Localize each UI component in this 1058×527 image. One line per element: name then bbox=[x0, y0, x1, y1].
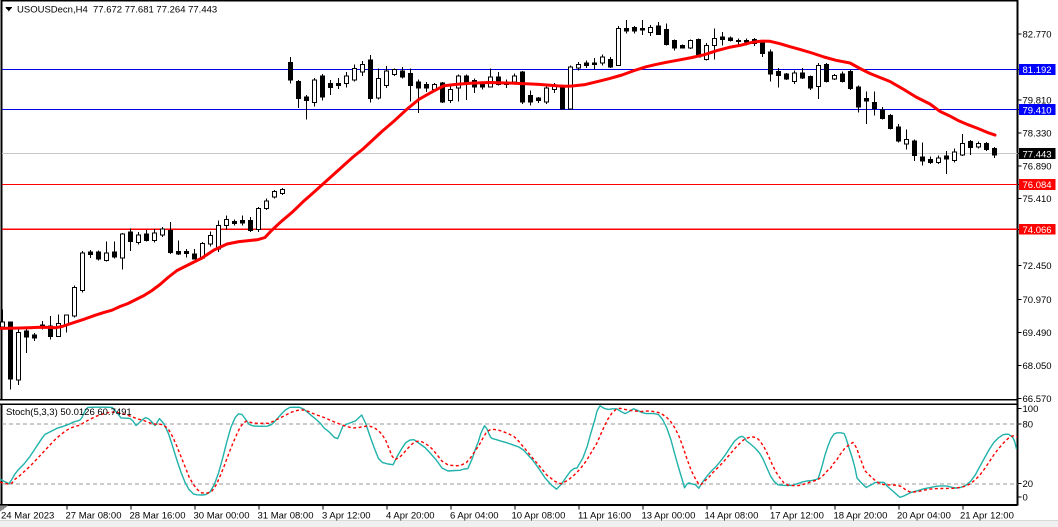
svg-text:72.450: 72.450 bbox=[1023, 261, 1052, 272]
svg-text:31 Mar 08:00: 31 Mar 08:00 bbox=[258, 511, 314, 522]
svg-text:79.410: 79.410 bbox=[1023, 105, 1052, 116]
svg-text:75.410: 75.410 bbox=[1023, 194, 1052, 205]
svg-text:100: 100 bbox=[1023, 404, 1039, 415]
svg-text:Stoch(5,3,3) 50.0126 60.7491: Stoch(5,3,3) 50.0126 60.7491 bbox=[6, 407, 132, 418]
svg-text:27 Mar 08:00: 27 Mar 08:00 bbox=[66, 511, 122, 522]
svg-text:70.970: 70.970 bbox=[1023, 295, 1052, 306]
svg-text:20 Apr 04:00: 20 Apr 04:00 bbox=[897, 511, 951, 522]
svg-text:80: 80 bbox=[1023, 420, 1034, 431]
svg-text:14 Apr 08:00: 14 Apr 08:00 bbox=[705, 511, 759, 522]
svg-text:66.570: 66.570 bbox=[1023, 394, 1052, 405]
svg-text:81.192: 81.192 bbox=[1023, 65, 1052, 76]
svg-text:28 Mar 16:00: 28 Mar 16:00 bbox=[130, 511, 186, 522]
svg-text:13 Apr 00:00: 13 Apr 00:00 bbox=[642, 511, 696, 522]
svg-text:USOUSDecn,H4 77.672 77.681 77: USOUSDecn,H4 77.672 77.681 77.264 77.443 bbox=[17, 4, 217, 15]
svg-text:74.066: 74.066 bbox=[1023, 225, 1052, 236]
svg-text:69.490: 69.490 bbox=[1023, 328, 1052, 339]
svg-text:11 Apr 16:00: 11 Apr 16:00 bbox=[578, 511, 631, 522]
svg-text:82.770: 82.770 bbox=[1023, 30, 1052, 41]
svg-text:68.050: 68.050 bbox=[1023, 361, 1052, 372]
svg-text:4 Apr 20:00: 4 Apr 20:00 bbox=[386, 511, 435, 522]
svg-text:20: 20 bbox=[1023, 479, 1034, 490]
svg-text:10 Apr 08:00: 10 Apr 08:00 bbox=[512, 511, 566, 522]
svg-text:76.084: 76.084 bbox=[1023, 180, 1052, 191]
svg-text:3 Apr 12:00: 3 Apr 12:00 bbox=[322, 511, 371, 522]
svg-text:24 Mar 2023: 24 Mar 2023 bbox=[1, 511, 54, 522]
svg-text:78.330: 78.330 bbox=[1023, 129, 1052, 140]
svg-text:17 Apr 12:00: 17 Apr 12:00 bbox=[770, 511, 824, 522]
svg-text:0: 0 bbox=[1023, 493, 1028, 504]
svg-text:77.443: 77.443 bbox=[1023, 149, 1052, 160]
svg-text:18 Apr 20:00: 18 Apr 20:00 bbox=[834, 511, 888, 522]
svg-text:21 Apr 12:00: 21 Apr 12:00 bbox=[960, 511, 1014, 522]
svg-text:79.810: 79.810 bbox=[1023, 96, 1052, 107]
svg-text:76.890: 76.890 bbox=[1023, 162, 1052, 173]
svg-text:6 Apr 04:00: 6 Apr 04:00 bbox=[450, 511, 499, 522]
svg-text:30 Mar 00:00: 30 Mar 00:00 bbox=[194, 511, 250, 522]
